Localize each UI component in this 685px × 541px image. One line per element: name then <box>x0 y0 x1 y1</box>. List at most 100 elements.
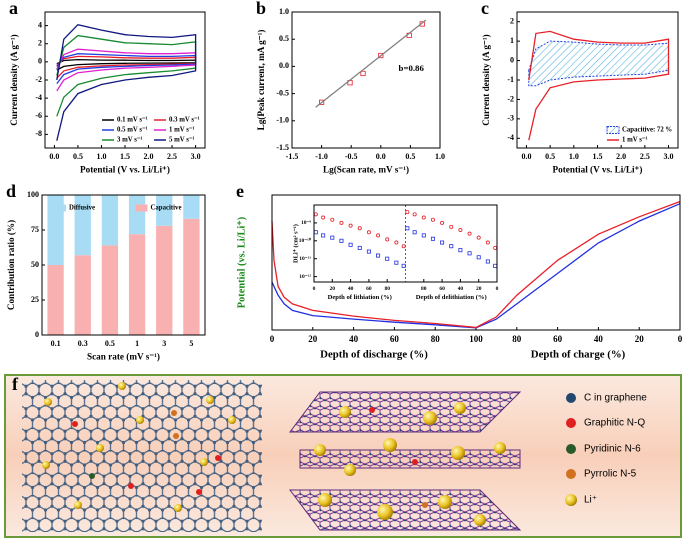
panel-label: c <box>481 0 489 18</box>
point <box>476 235 481 240</box>
point <box>321 215 326 220</box>
legend-label: Pyridinic N-6 <box>584 444 641 455</box>
x-tick-label: 1.5 <box>120 152 130 161</box>
bar-segment <box>47 265 64 335</box>
n-dopants <box>72 410 221 495</box>
bar-segment <box>128 195 146 235</box>
point <box>449 224 454 229</box>
panel-label: d <box>6 181 16 201</box>
x-tick-label: 0.3 <box>78 339 88 348</box>
y-tick-label: 0 <box>38 57 42 66</box>
chart: -8 -6 -4 -2 0 2 4 0.0 0.5 1.0 1.5 2.0 2.5 3.0 a Potenti… <box>9 0 206 175</box>
y-tick-label: -1 <box>507 75 514 84</box>
x-axis-label: Depth of delithiation (%) <box>416 294 487 301</box>
legend-label: 0.1 mV s⁻¹ <box>117 117 148 124</box>
point <box>467 251 472 256</box>
layered-graphene <box>289 391 522 531</box>
x-tick-label: 60 <box>390 334 400 344</box>
y-tick-label: 10⁻¹² <box>299 274 311 280</box>
legend-label: 0.5 mV s⁻¹ <box>117 127 148 134</box>
x-tick-label: 20 <box>635 334 645 344</box>
legend-swatch <box>54 204 66 212</box>
y-tick-label: -2 <box>35 75 42 84</box>
bar-segment <box>156 225 173 335</box>
point <box>394 260 399 265</box>
point <box>357 226 362 231</box>
x-tick-label: 40 <box>458 286 464 292</box>
x-axis-label: Depth of discharge (%) <box>320 349 428 361</box>
legend-label: Li⁺ <box>584 495 597 506</box>
point <box>321 233 326 238</box>
point <box>485 240 490 245</box>
y-tick-label: 0 <box>510 55 514 64</box>
legend-swatch <box>135 204 148 212</box>
x-tick-label: 60 <box>553 334 563 344</box>
bar-segment <box>183 195 200 219</box>
y-tick-label: -0.5 <box>276 88 289 97</box>
x-tick-label: 0.5 <box>405 152 415 161</box>
x-tick-label: 1.0 <box>435 152 445 161</box>
annotation: b=0.86 <box>399 63 425 73</box>
y-tick-label: 2 <box>510 17 514 26</box>
point <box>430 236 435 241</box>
point <box>385 256 390 261</box>
chart: 0 20 40 60 80 100 80 60 40 20 0 e Depth of discharge… <box>236 181 683 361</box>
plot-frame <box>516 11 679 149</box>
plot-frame <box>291 11 441 149</box>
x-tick-label: 60 <box>439 286 445 292</box>
x-tick-label: 2.5 <box>640 152 650 161</box>
y-tick-label: 50 <box>31 260 39 269</box>
y-tick-label: 10⁻¹¹ <box>299 256 311 262</box>
x-tick-label: 1.0 <box>569 152 579 161</box>
x-tick-label: 1.5 <box>593 152 603 161</box>
chart: 0 25 50 75 100 0.1 0.3 0.5 1 3 5 d Scan rate (mV s⁻¹… <box>6 181 206 362</box>
y-tick-label: -4 <box>35 93 42 102</box>
point <box>348 223 353 228</box>
x-tick-label: 20 <box>308 334 318 344</box>
y-axis-label: Current density (A g⁻¹) <box>9 34 19 125</box>
legend-label: C in graphene <box>584 393 647 404</box>
y-tick-label: 0.0 <box>279 61 289 70</box>
x-tick-label: 2.0 <box>616 152 626 161</box>
point <box>330 235 335 240</box>
x-tick-label: 0 <box>313 286 316 292</box>
y-tick-label: -2 <box>507 94 514 103</box>
fit-line <box>315 19 427 108</box>
y-tick-label: 10⁻¹⁰ <box>299 237 312 244</box>
legend-label: 1 mV s⁻¹ <box>169 127 195 134</box>
point <box>405 226 410 231</box>
y-tick-label: 25 <box>31 295 39 304</box>
point <box>485 259 490 264</box>
legend-label: Capacitive: 72 % <box>622 127 672 134</box>
plot-frame <box>41 194 206 336</box>
x-tick-label: 20 <box>476 286 482 292</box>
point <box>378 52 384 59</box>
x-tick-label: 0.1 <box>51 339 61 348</box>
legend-label: Capacitive <box>151 205 182 212</box>
y-tick-label: 10⁻⁹ <box>301 220 311 226</box>
schematic-legend: C in graphene Graphitic N-Q Pyridinic N-… <box>565 393 647 506</box>
bar-segment <box>128 234 146 335</box>
x-axis-label: Potential (V vs. Li/Li⁺) <box>553 165 643 175</box>
point <box>394 240 399 245</box>
x-tick-label: 0.5 <box>105 339 115 348</box>
x-tick-label: 40 <box>594 334 604 344</box>
legend-swatch <box>606 126 620 134</box>
x-tick-label: 2.0 <box>144 152 154 161</box>
point <box>318 99 325 105</box>
y-axis-label: Contribution ratio (%) <box>6 220 16 310</box>
series-line <box>271 200 681 329</box>
x-axis-label: Depth of lithiation (%) <box>328 294 392 301</box>
x-axis-label: Depth of charge (%) <box>531 349 626 361</box>
bar-segment <box>101 195 119 246</box>
point <box>421 233 426 238</box>
y-axis-label: Current density (A g⁻¹) <box>481 34 491 125</box>
y-tick-label: -1.0 <box>276 116 289 125</box>
x-tick-label: 40 <box>348 286 354 292</box>
point <box>357 245 362 250</box>
panel-label: a <box>9 0 18 18</box>
y-axis-label: DLi⁺ (cm² s⁻¹) <box>292 224 299 263</box>
x-tick-label: 0.0 <box>49 152 59 161</box>
x-tick-label: 5 <box>189 339 193 348</box>
